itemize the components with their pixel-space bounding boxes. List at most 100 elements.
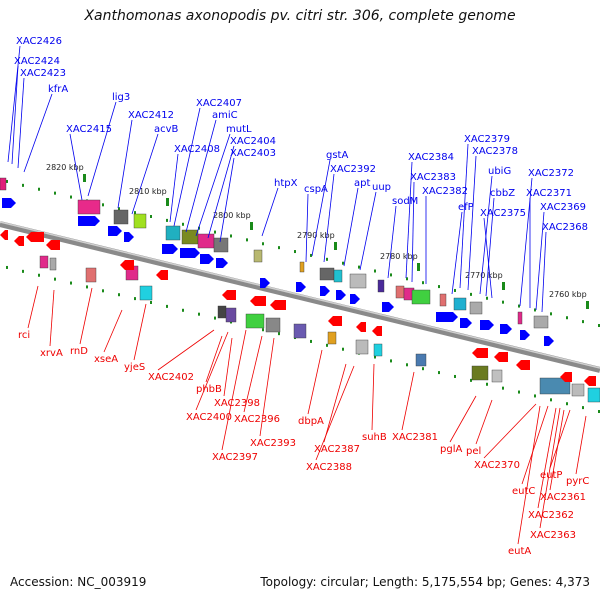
tick-dot [54,191,56,195]
forward-gene-arrow [162,244,178,254]
forward-gene-label: sodM [392,196,418,207]
forward-gene-label: XAC2375 [480,208,526,219]
gene-box [213,237,229,253]
forward-gene-label: cspA [304,184,328,195]
forward-gene-arrow [200,254,214,264]
tick-dot [118,293,120,297]
tick-dot [246,238,248,242]
reverse-gene-label: XAC2396 [234,414,280,425]
reverse-gene-label: suhB [362,432,387,443]
forward-gene-label: XAC2424 [14,56,60,67]
tick-dot [550,398,552,402]
reverse-gene-label: eutP [540,470,562,481]
forward-gene-label: XAC2412 [128,110,174,121]
gene-box [415,353,427,367]
reverse-gene-arrow [250,296,266,306]
tick-dot [374,269,376,273]
reverse-gene-arrow [222,290,236,300]
tick-dot [470,378,472,382]
forward-leader-line [169,153,179,223]
gene-box [133,213,147,229]
gene-box [139,285,153,301]
tick-dot-rows [6,179,600,414]
forward-gene-arrow [460,318,472,328]
reverse-gene-label: rci [18,330,30,341]
tick-dot [102,289,104,293]
gene-box [77,199,101,215]
reverse-leader-line [157,329,215,371]
accession-label: Accession: NC_003919 [10,575,147,589]
reverse-gene-label: XAC2397 [212,452,258,463]
tick-dot [358,265,360,269]
forward-gene-label: lig3 [112,92,130,103]
gene-box [395,285,405,299]
forward-leader-line [485,197,495,297]
forward-leader-line [117,119,133,209]
tick-dot [326,257,328,261]
tick-dot [598,324,600,328]
reverse-gene-label: XAC2393 [250,438,296,449]
reverse-leader-line [483,403,537,459]
scale-label: 2780 kbp [380,252,418,261]
forward-leader-line [459,143,469,289]
gene-box [113,209,129,225]
forward-gene-label: XAC2423 [20,68,66,79]
reverse-leader-line [537,407,557,509]
backbone-line [0,221,600,373]
tick-dot [502,300,504,304]
tick-dot [406,277,408,281]
reverse-gene-label: yjeS [124,362,145,373]
reverse-leader-line [323,363,347,443]
forward-leader-line [411,181,415,283]
forward-gene-label: XAC2403 [230,148,276,159]
forward-leader-line [451,211,463,295]
scale-major-tick [417,263,420,271]
tick-dot [582,320,584,324]
reverse-gene-label: pyrC [566,476,589,487]
forward-gene-label: kfrA [48,84,68,95]
tick-dot [6,265,8,269]
reverse-leader-line [449,395,477,443]
forward-gene-label: amiC [212,110,238,121]
tick-dot [150,215,152,218]
forward-gene-arrow [260,278,270,288]
reverse-leader-line [221,329,247,451]
forward-leader-line [185,119,217,233]
gene-box [439,293,447,307]
reverse-gene-label: XAC2363 [530,530,576,541]
forward-leader-line [131,133,159,215]
tick-dot [486,382,488,386]
tick-dot [182,308,184,312]
gene-box [411,289,431,305]
reverse-leader-line [539,407,561,529]
reverse-leader-line [315,365,355,461]
scale-major-tick [334,242,337,250]
gene-box [265,317,281,333]
tick-dot [438,285,440,289]
forward-gene-label: XAC2383 [410,172,456,183]
reverse-leader-line [371,363,375,431]
forward-leader-line [359,191,377,271]
forward-gene-label: ubiG [488,166,511,177]
forward-leader-line [541,231,547,313]
forward-leader-line [343,187,359,267]
forward-gene-arrow [520,330,530,340]
reverse-gene-label: pglA [440,444,462,455]
reverse-gene-label: dbpA [298,416,324,427]
reverse-leader-line [133,303,147,361]
forward-gene-arrow [296,282,306,292]
gene-box [39,255,49,269]
gene-box [333,269,343,283]
gene-box [49,257,57,271]
gene-feature-boxes [0,177,600,403]
gene-box [491,369,503,383]
reverse-gene-label: XAC2370 [474,460,520,471]
reverse-leader-line [475,399,493,445]
tick-dot [422,281,424,285]
scale-label: 2810 kbp [129,187,167,196]
forward-leader-line [207,145,235,239]
tick-dot [262,328,264,332]
gene-box [469,301,483,315]
forward-gene-label: mutL [226,124,252,135]
